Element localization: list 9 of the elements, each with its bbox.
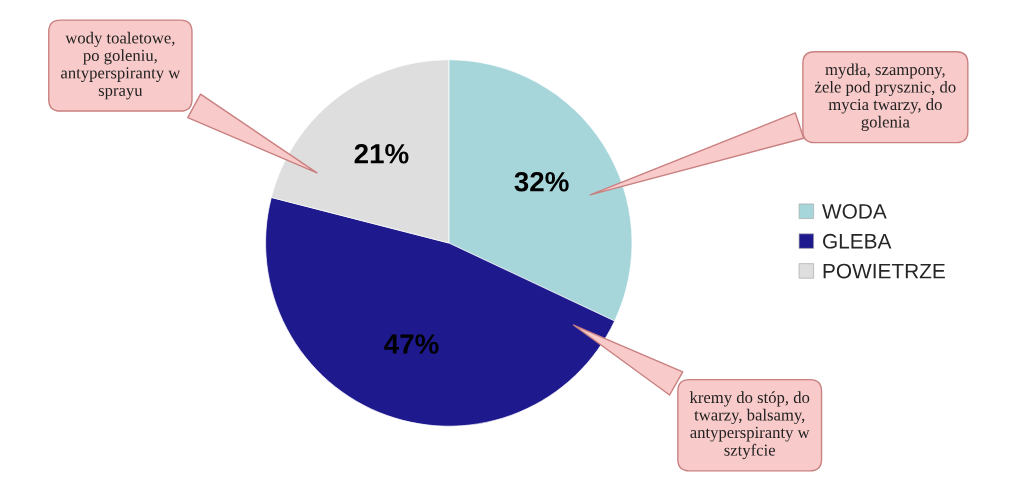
text: wody toaletowe, po goleniu, antyperspiranty w sprayu xyxy=(61,31,181,100)
legend-label: WODA xyxy=(822,204,887,219)
text: kremy do stóp, do twarzy, balsamy, antyperspiranty w sztyfcie xyxy=(689,391,810,460)
data-label: 32% xyxy=(514,171,569,192)
text: mydła, szampony, żele pod prysznic, do mycia twarzy, do golenia xyxy=(815,63,956,131)
data-label: 47% xyxy=(384,334,439,354)
legend-label: POWIETRZE xyxy=(823,263,945,279)
legend-label: GLEBA xyxy=(823,233,892,249)
data-label: 21% xyxy=(354,143,409,164)
